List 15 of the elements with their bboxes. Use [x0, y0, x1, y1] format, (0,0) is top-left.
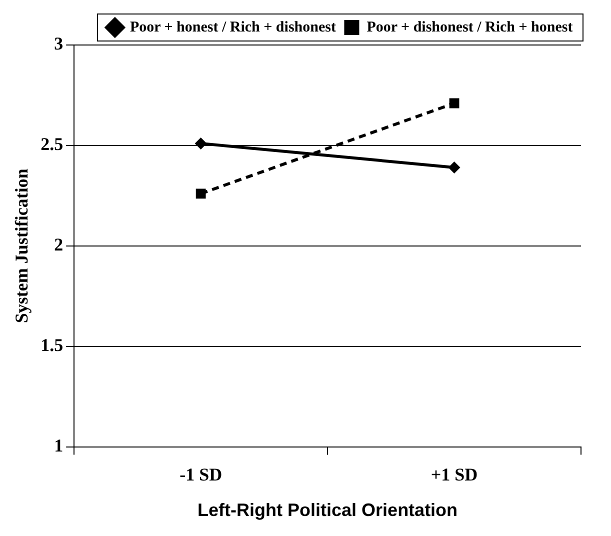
point — [196, 188, 206, 199]
x-tick-label: +1 SD — [430, 464, 478, 484]
y-axis-title: System Justification — [11, 168, 32, 324]
x-tick-label: -1 SD — [180, 464, 222, 484]
y-tick-label: 1 — [54, 435, 64, 456]
legend-label: Poor + honest / Rich + dishonest — [130, 19, 336, 36]
point — [194, 137, 207, 150]
point — [449, 98, 460, 108]
point — [448, 162, 460, 174]
x-axis-title: Left-Right Political Orientation — [198, 500, 458, 520]
legend-label: Poor + dishonest / Rich + honest — [366, 19, 573, 36]
y-tick-label: 3 — [54, 34, 64, 54]
y-tick-label: 1.5 — [40, 335, 64, 356]
y-tick-label: 2 — [54, 234, 64, 255]
y-tick-label: 2.5 — [40, 134, 64, 154]
